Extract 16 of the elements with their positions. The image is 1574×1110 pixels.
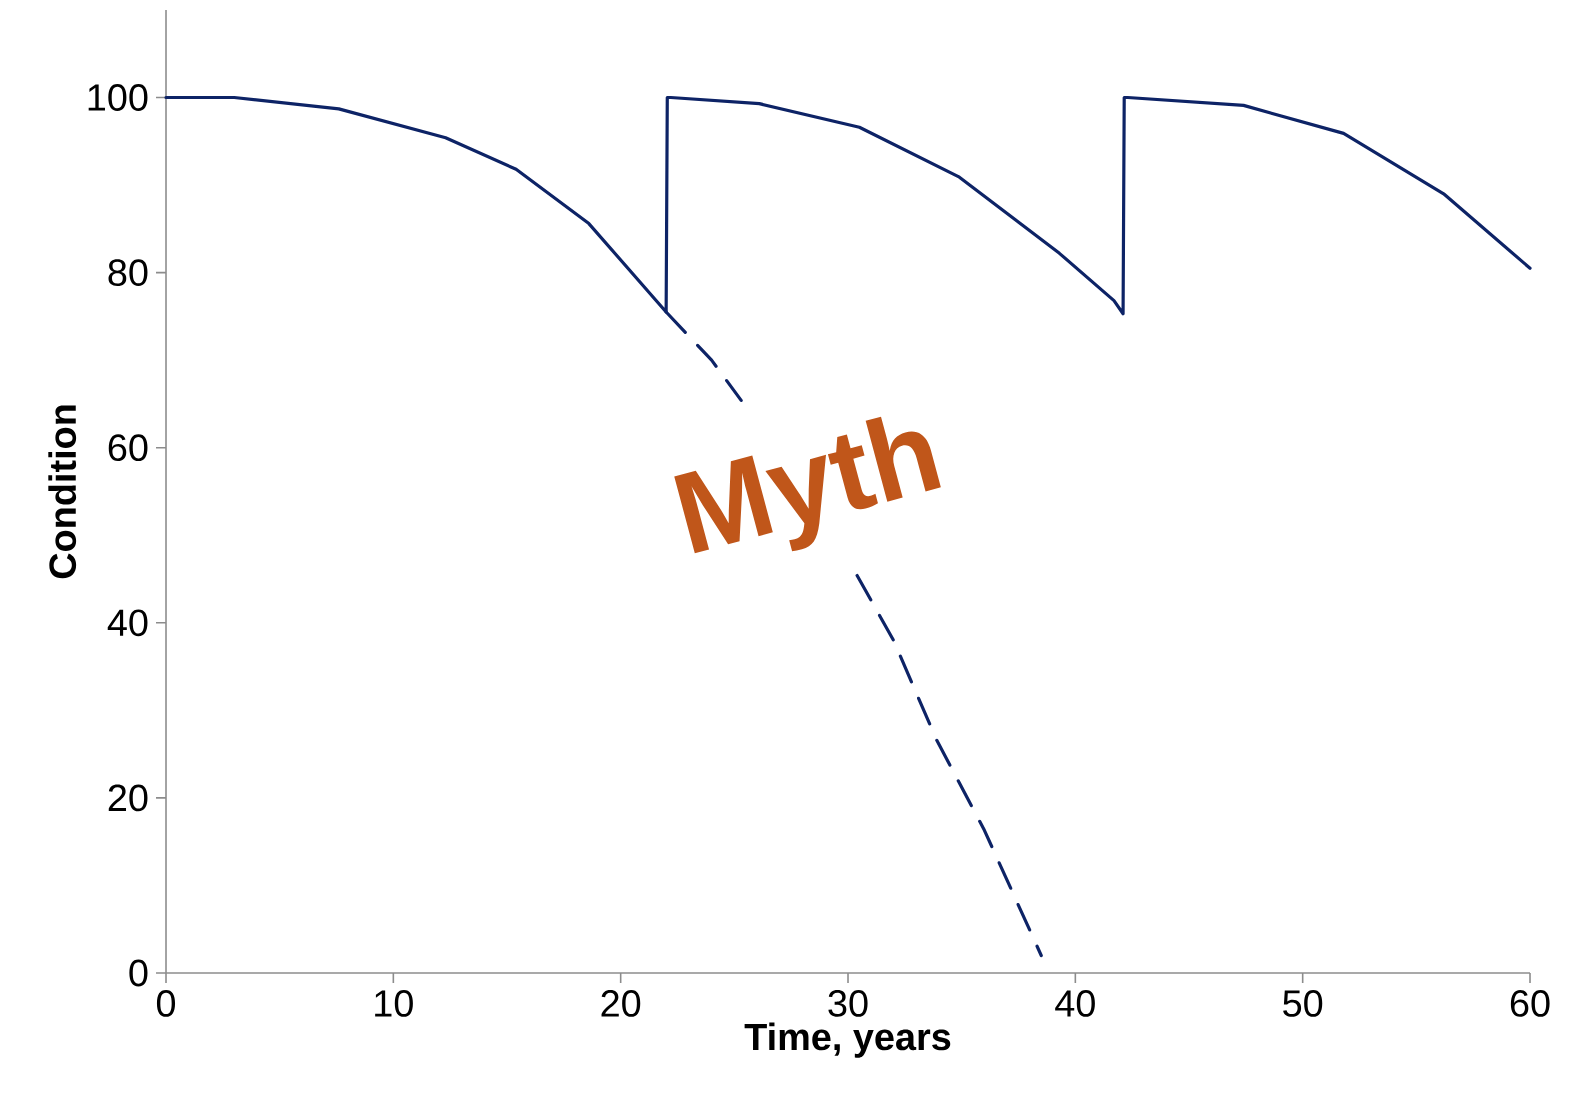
y-tick-label: 80	[108, 259, 148, 287]
y-tick-label: 0	[129, 959, 148, 987]
x-tick-label: 50	[1283, 990, 1323, 1017]
x-tick-label: 60	[1510, 990, 1550, 1017]
x-tick-label: 10	[375, 990, 413, 1017]
x-tick-label: 20	[601, 990, 641, 1017]
y-axis-title: Condition	[48, 405, 77, 579]
x-tick-label: 0	[156, 990, 176, 1017]
x-axis-title: Time, years	[744, 1022, 951, 1058]
y-tick-label: 40	[107, 609, 148, 637]
x-tick-label: 40	[1055, 990, 1095, 1017]
y-tick-label: 20	[108, 784, 148, 812]
annotation: Myth	[674, 416, 941, 554]
x-tick-label: 30	[828, 990, 868, 1017]
y-tick-label: 100	[88, 84, 148, 111]
y-tick-label: 60	[108, 434, 148, 462]
